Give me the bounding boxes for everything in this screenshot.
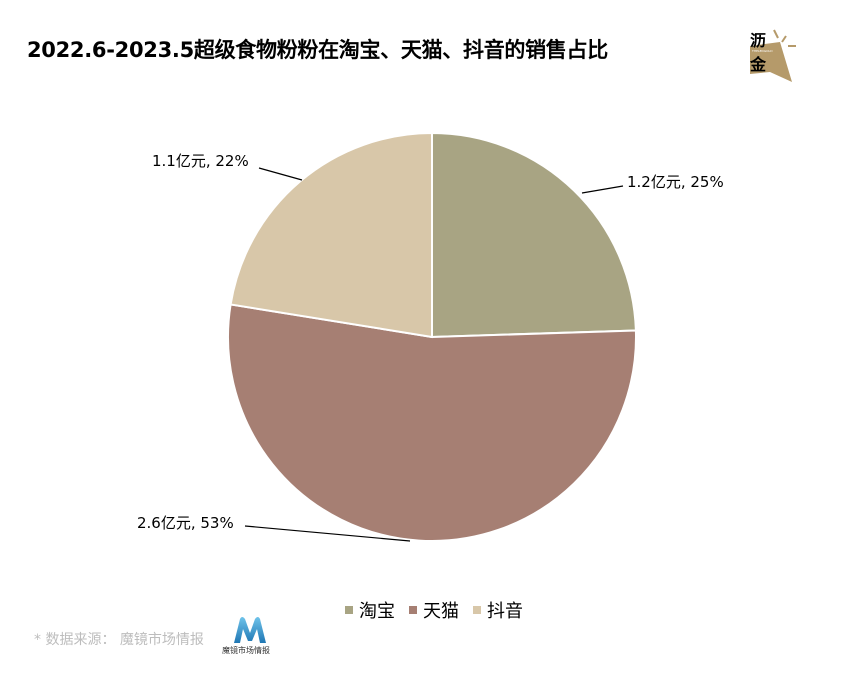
legend-item-taobao: 淘宝 [345, 597, 395, 623]
leader-line [244, 525, 411, 542]
svg-text:THELEDGOLD: THELEDGOLD [751, 49, 773, 53]
mktindex-logo: 魔镜市场情报 [222, 615, 278, 667]
legend-swatch [473, 606, 481, 614]
brand-logo: 沥 金 THELEDGOLD [740, 24, 810, 84]
legend-label: 淘宝 [359, 601, 395, 622]
legend-label: 抖音 [487, 601, 523, 622]
leader-line [258, 167, 303, 181]
legend-label: 天猫 [423, 601, 459, 622]
pie-slice-0 [431, 131, 637, 339]
mktindex-logo-text: 魔镜市场情报 [222, 646, 270, 655]
data-label: 1.1亿元, 22% [152, 152, 249, 170]
svg-text:金: 金 [749, 55, 767, 74]
legend: 淘宝 天猫 抖音 [345, 597, 523, 623]
chart-title: 2022.6-2023.5超级食物粉粉在淘宝、天猫、抖音的销售占比 [27, 38, 608, 62]
leader-line [581, 185, 624, 194]
data-label: 1.2亿元, 25% [627, 173, 724, 191]
data-label: 2.6亿元, 53% [137, 514, 234, 532]
source-note: * 数据来源： 魔镜市场情报 [34, 632, 204, 648]
legend-swatch [409, 606, 417, 614]
pie-slice-2 [229, 131, 433, 339]
pie-slice-1 [227, 303, 637, 542]
legend-swatch [345, 606, 353, 614]
svg-text:沥: 沥 [750, 31, 766, 50]
legend-item-tmall: 天猫 [409, 597, 459, 623]
legend-item-douyin: 抖音 [473, 597, 523, 623]
